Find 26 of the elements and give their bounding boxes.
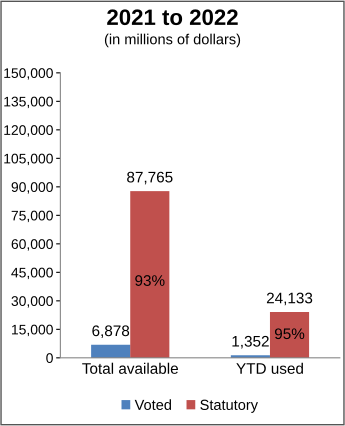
bar <box>91 344 130 358</box>
y-tick-label: 90,000 <box>12 182 53 194</box>
bar <box>270 312 310 358</box>
data-label: 1,352 <box>232 336 269 348</box>
x-tick-label: Total available <box>82 362 178 374</box>
y-tick-label: 60,000 <box>12 239 53 251</box>
annotation: 95% <box>274 328 304 340</box>
legend-label: Voted <box>134 399 171 410</box>
y-tick-label: 30,000 <box>11 296 53 308</box>
chart-title: 2021 to 2022 <box>107 9 238 26</box>
data-label: 6,878 <box>92 325 130 338</box>
chart-subtitle: (in millions of dollars) <box>104 34 240 48</box>
data-label: 24,133 <box>266 292 312 306</box>
data-label: 87,765 <box>127 172 173 184</box>
y-tick-label: 120,000 <box>4 125 53 137</box>
y-tick-label: 45,000 <box>11 268 53 280</box>
y-tick-label: 135,000 <box>4 96 53 108</box>
y-tick-label: 150,000 <box>4 68 53 80</box>
legend-label: Statutory <box>200 400 258 413</box>
y-tick-label: 75,000 <box>12 210 53 222</box>
x-tick-label: YTD used <box>236 362 303 374</box>
y-tick-label: 105,000 <box>4 154 53 166</box>
annotation: 93% <box>135 275 165 286</box>
bar <box>130 191 170 358</box>
y-tick-label: 0 <box>46 353 53 364</box>
y-tick-label: 15,000 <box>12 324 53 336</box>
